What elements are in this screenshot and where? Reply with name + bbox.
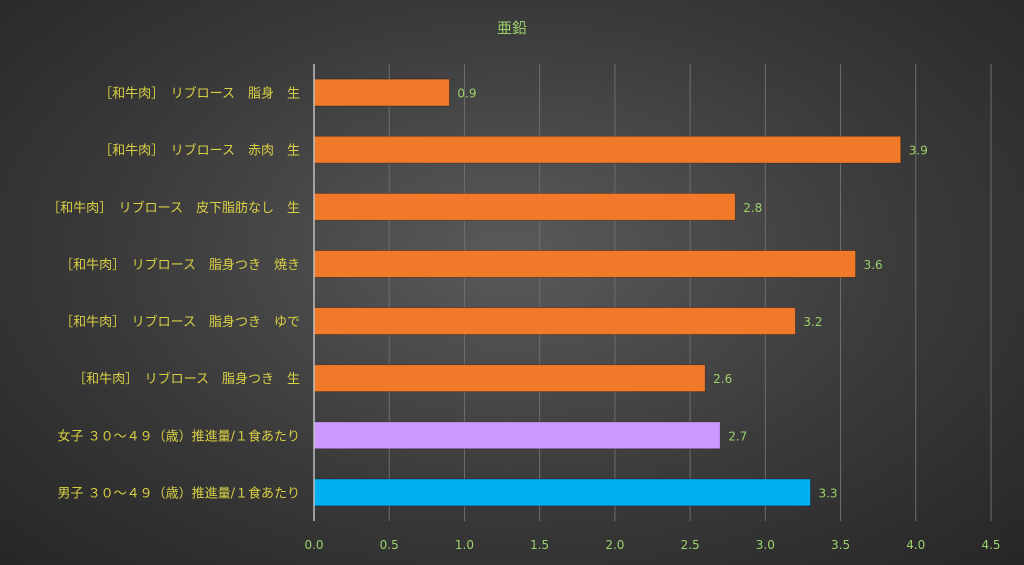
- gridlines: [388, 64, 992, 521]
- category-labels: ［和牛肉］ リブロース 脂身 生 ［和牛肉］ リブロース 赤肉 生 ［和牛肉］ リブ…: [47, 86, 300, 502]
- data-label: 2.6: [713, 372, 732, 386]
- bar: [313, 250, 856, 278]
- bar: [313, 78, 450, 107]
- x-tick-label: 4.5: [981, 538, 1000, 552]
- category-label: ［和牛肉］ リブロース 脂身つき ゆで: [60, 314, 300, 330]
- data-label: 3.9: [909, 144, 928, 158]
- bar: [313, 192, 736, 221]
- bar: [313, 307, 796, 335]
- category-label: ［和牛肉］ リブロース 脂身つき 生: [73, 371, 300, 387]
- bar: [313, 478, 811, 507]
- x-tick-label: 3.5: [831, 538, 850, 552]
- x-tick-label: 2.5: [681, 538, 700, 552]
- x-tick-label: 4.0: [906, 538, 925, 552]
- x-tick-label: 2.0: [605, 538, 624, 552]
- category-label: 女子 ３０～４９（歳）推進量/１食あたり: [57, 428, 300, 444]
- data-label: 3.2: [803, 315, 822, 329]
- category-label: ［和牛肉］ リブロース 赤肉 生: [99, 143, 300, 159]
- data-label: 2.8: [743, 201, 762, 215]
- x-axis-ticks: 0.0 0.5 1.0 1.5 2.0 2.5 3.0 3.5 4.0 4.5: [304, 538, 1000, 552]
- bar: [313, 421, 721, 450]
- x-tick-label: 1.5: [530, 538, 549, 552]
- bar: [313, 364, 706, 393]
- chart-title: 亜鉛: [497, 19, 527, 37]
- category-label: ［和牛肉］ リブロース 脂身 生: [99, 86, 300, 102]
- data-label: 3.6: [864, 258, 883, 272]
- data-label: 0.9: [457, 87, 476, 101]
- data-label: 2.7: [728, 429, 747, 443]
- x-tick-label: 1.0: [455, 538, 474, 552]
- x-tick-label: 3.0: [756, 538, 775, 552]
- category-label: ［和牛肉］ リブロース 脂身つき 焼き: [60, 257, 300, 273]
- category-label: 男子 ３０～４９（歳）推進量/１食あたり: [57, 485, 300, 501]
- category-label: ［和牛肉］ リブロース 皮下脂肪なし 生: [47, 200, 300, 216]
- bars: 0.9 3.9 2.8 3.6 3.2 2.6 2.7 3.3: [313, 78, 928, 507]
- x-tick-label: 0.5: [380, 538, 399, 552]
- data-label: 3.3: [818, 486, 837, 500]
- bar: [313, 135, 902, 164]
- x-tick-label: 0.0: [304, 538, 323, 552]
